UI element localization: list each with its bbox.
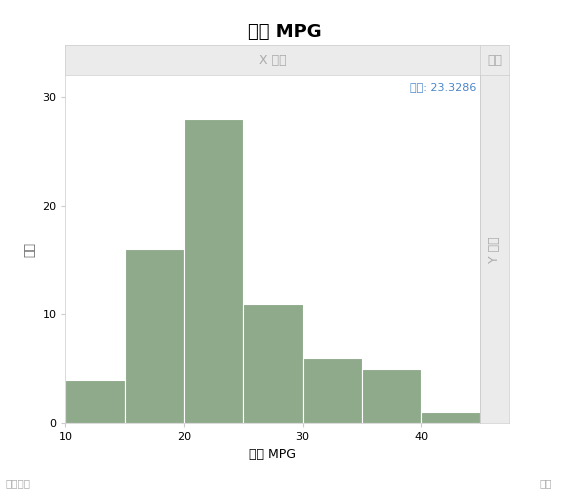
Bar: [303, 358, 362, 423]
Text: 频数: 频数: [539, 478, 552, 488]
Bar: [125, 249, 184, 423]
Text: 地图形状: 地图形状: [6, 478, 31, 488]
Bar: [362, 369, 421, 423]
Text: 重叠: 重叠: [487, 54, 502, 67]
Bar: [244, 304, 303, 423]
Bar: [65, 380, 125, 423]
Bar: [421, 412, 480, 423]
Y-axis label: 计数: 计数: [24, 242, 37, 257]
Text: X 分组: X 分组: [259, 54, 287, 67]
Bar: [184, 119, 244, 423]
X-axis label: 混合 MPG: 混合 MPG: [249, 448, 296, 461]
Text: 均值: 23.3286: 均值: 23.3286: [410, 82, 476, 92]
Text: 混合 MPG: 混合 MPG: [248, 23, 321, 41]
Text: Y 分组: Y 分组: [488, 236, 501, 263]
